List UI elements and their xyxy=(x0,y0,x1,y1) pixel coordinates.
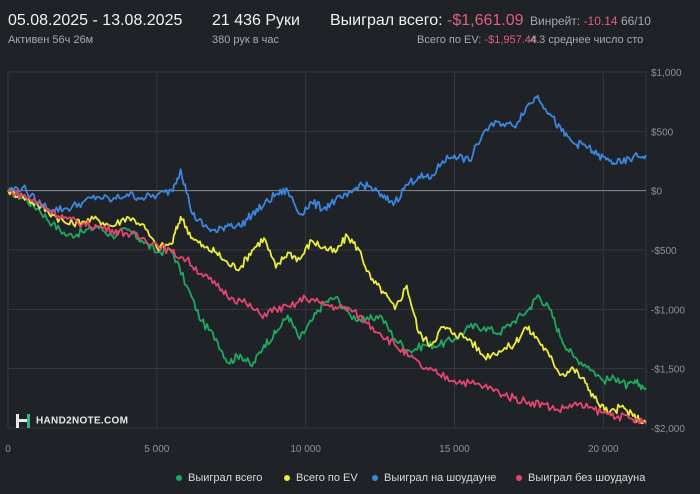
legend-ev[interactable]: Всего по EV xyxy=(284,472,358,484)
winrate: Винрейт: -10.14 66/10 xyxy=(530,14,651,28)
legend-showdown-label: Выиграл на шоудауне xyxy=(384,472,497,484)
active-time: Активен 56ч 26м xyxy=(8,34,94,46)
x-tick-label: 5 000 xyxy=(144,444,169,455)
hand2note-logo: HAND2NOTE.COM xyxy=(16,414,128,428)
x-tick-label: 10 000 xyxy=(290,444,321,455)
legend-ev-dot xyxy=(284,475,290,482)
y-tick-label: $1,000 xyxy=(651,68,682,79)
legend-non-showdown-label: Выиграл без шоудауна xyxy=(528,472,646,484)
legend-ev-label: Всего по EV xyxy=(296,472,358,484)
y-tick-label: -$1,500 xyxy=(651,365,685,376)
legend-non-showdown[interactable]: Выиграл без шоудауна xyxy=(516,472,645,484)
ev-total-label: Всего по EV: xyxy=(417,34,482,46)
won-total-value: -$1,661.09 xyxy=(447,12,524,29)
y-tick-label: -$2,000 xyxy=(651,424,685,435)
chart-ticks: 0 5 000 10 000 15 000 20 000 $1,000 $500 $0 -$50… xyxy=(5,68,685,455)
ev-total: Всего по EV: -$1,957.44 xyxy=(417,34,537,46)
hand2note-logo-icon xyxy=(16,414,30,428)
x-tick-label: 15 000 xyxy=(439,444,470,455)
ev-total-value: -$1,957.44 xyxy=(484,34,538,46)
hands-count: 21 436 Руки xyxy=(212,12,300,29)
won-total-label: Выиграл всего: xyxy=(330,12,443,29)
x-tick-label: 0 xyxy=(5,444,11,455)
hand2note-logo-text: HAND2NOTE.COM xyxy=(36,415,129,427)
y-tick-label: -$1,000 xyxy=(651,305,685,316)
won-total: Выиграл всего: -$1,661.09 xyxy=(330,12,524,30)
series-showdown xyxy=(7,94,647,234)
legend-showdown[interactable]: Выиграл на шоудауне xyxy=(372,472,496,484)
legend-showdown-dot xyxy=(372,475,378,482)
average-count: 4.3 среднее число сто xyxy=(530,34,644,46)
y-tick-label: $0 xyxy=(651,187,663,198)
winrate-label: Винрейт: xyxy=(530,14,581,28)
y-tick-label: -$500 xyxy=(651,246,677,257)
hands-per-hour: 380 рук в час xyxy=(212,34,280,46)
series-ev xyxy=(7,188,647,425)
series-won-total xyxy=(7,187,647,391)
winrate-value: -10.14 xyxy=(583,14,618,28)
x-tick-label: 20 000 xyxy=(588,444,619,455)
y-tick-label: $500 xyxy=(651,127,674,138)
date-range[interactable]: 05.08.2025 - 13.08.2025 xyxy=(8,12,183,29)
series-non-showdown xyxy=(7,189,647,425)
legend-non-showdown-dot xyxy=(516,475,522,482)
chart-series xyxy=(7,94,647,425)
legend-won-total-label: Выиграл всего xyxy=(188,472,263,484)
winrate-extra: 66/10 xyxy=(620,14,651,28)
legend-won-total[interactable]: Выиграл всего xyxy=(176,472,262,484)
legend-won-total-dot xyxy=(176,475,182,482)
